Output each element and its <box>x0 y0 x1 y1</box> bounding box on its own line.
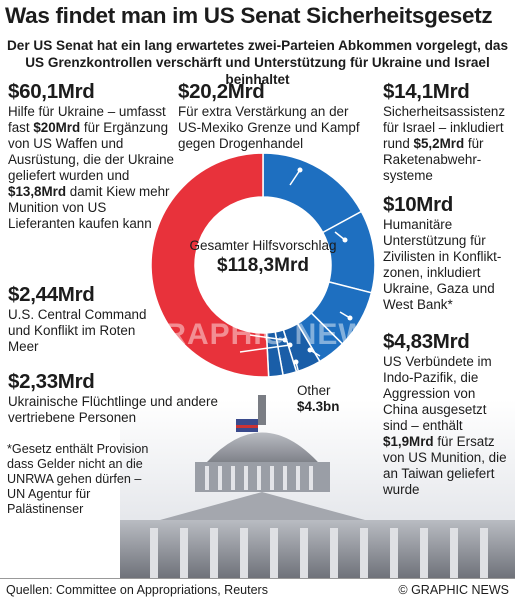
segment-label: Other $4.3bn <box>297 383 377 415</box>
leader-line <box>239 344 291 353</box>
description-text: für Raketenabwehr-systeme <box>383 136 484 183</box>
category-name: Other <box>297 383 331 398</box>
description: Hilfe für Ukraine – umfasst fast $20Mrd … <box>8 104 176 232</box>
leader-line <box>295 361 301 379</box>
subtitle-line: US Grenzkontrollen verschärft und Unters… <box>25 55 490 87</box>
description-text: Sicherheitsassistenz für Israel – inklud… <box>383 104 506 151</box>
description-text: damit Kiew mehr Munition von US Lieferan… <box>8 184 170 231</box>
description-bold: $5,2Mrd <box>413 136 465 151</box>
value-label: $20,2Mrd <box>178 80 265 103</box>
description-text: Humanitäre Unterstützung für Zivilisten … <box>383 217 502 312</box>
segment-label: $14,1Mrd Sicherheitsassistenz für Israel … <box>383 80 513 184</box>
description-text: für Ersatz von US Munition, die an Taiwa… <box>383 434 507 497</box>
value-label: $2,44Mrd <box>8 283 95 306</box>
description-bold: $20Mrd <box>33 120 81 135</box>
description: US Verbündete im Indo-Pazifik, die Aggre… <box>383 354 513 498</box>
leader-dot <box>293 359 299 365</box>
description: Sicherheitsassistenz für Israel – inklud… <box>383 104 513 184</box>
description: Humanitäre Unterstützung für Zivilisten … <box>383 217 513 313</box>
title: Was findet man im US Senat Sicherheitsge… <box>5 3 493 28</box>
description-text: U.S. Central Command und Konflikt im Rot… <box>8 307 147 354</box>
leader-dot <box>287 342 293 348</box>
description-bold: $13,8Mrd <box>8 184 67 199</box>
leader-dot <box>342 237 348 243</box>
credit: © GRAPHIC NEWS <box>398 583 509 597</box>
segment-label: $4,83Mrd US Verbündete im Indo-Pazifik, d… <box>383 330 513 498</box>
center-total: $118,3Mrd <box>217 255 309 276</box>
leader-line <box>249 334 286 341</box>
leader-line <box>289 169 301 186</box>
segment-label: $2,44Mrd U.S. Central Command und Konflik… <box>8 283 168 355</box>
watermark: GRAPHIC NEWS <box>140 318 389 351</box>
footer: Quellen: Committee on Appropriations, Re… <box>0 578 515 600</box>
segment-label: $2,33Mrd Ukrainische Flüchtlinge und ande… <box>8 370 218 426</box>
leader-dot <box>297 167 303 173</box>
description: U.S. Central Command und Konflikt im Rot… <box>8 307 168 355</box>
segment-label: $10Mrd Humanitäre Unterstützung für Zivil… <box>383 193 513 313</box>
value-label: $60,1Mrd <box>8 80 95 103</box>
description-text: Hilfe für Ukraine – umfasst fast <box>8 104 166 135</box>
subtitle: Der US Senat hat ein lang erwartetes zwe… <box>0 37 515 88</box>
value-label: $2,33Mrd <box>8 370 95 393</box>
donut-segment <box>150 152 270 378</box>
center-caption: Gesamter Hilfsvorschlag <box>189 238 337 253</box>
description: Ukrainische Flüchtlinge und andere vertr… <box>8 394 218 426</box>
leader-dot <box>307 347 313 353</box>
description: Für extra Verstärkung an der US-Mexiko G… <box>178 104 368 152</box>
leader-dot <box>282 337 288 343</box>
value-label: $10Mrd <box>383 193 453 216</box>
center-label: Gesamter Hilfsvorschlag $118,3Mrd <box>188 238 338 278</box>
segment-label: $60,1Mrd Hilfe für Ukraine – umfasst fast… <box>8 80 176 232</box>
subtitle-line: Der US Senat hat ein lang erwartetes zwe… <box>6 38 509 53</box>
value-label: $14,1Mrd <box>383 80 470 103</box>
segment-label: $20,2Mrd Für extra Verstärkung an der US-… <box>178 80 368 152</box>
value-label: $4.3bn <box>297 399 340 414</box>
footnote: *Gesetz enthält Provision dass Gelder ni… <box>7 442 149 516</box>
description-text: US Verbündete im Indo-Pazifik, die Aggre… <box>383 354 492 433</box>
source: Quellen: Committee on Appropriations, Re… <box>6 583 268 597</box>
description-text: Ukrainische Flüchtlinge und andere vertr… <box>8 394 218 425</box>
description-text: für Ergänzung von US Waffen und Ausrüstu… <box>8 120 174 183</box>
value-label: $4,83Mrd <box>383 330 470 353</box>
leader-dot <box>347 315 353 321</box>
description-bold: $1,9Mrd <box>383 434 434 449</box>
description-text: Für extra Verstärkung an der US-Mexiko G… <box>178 104 360 151</box>
